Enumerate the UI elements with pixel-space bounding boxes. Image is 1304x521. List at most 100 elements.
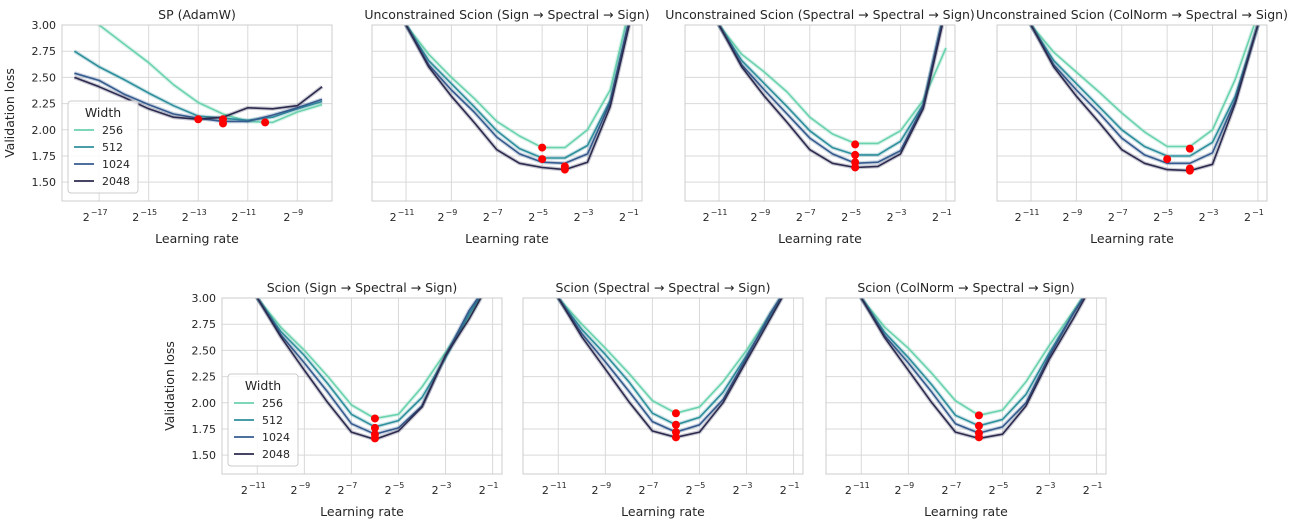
x-axis-label: Learning rate (621, 504, 705, 519)
series-group (1028, 25, 1260, 173)
plot-area (826, 298, 1106, 474)
x-axis-label: Learning rate (1090, 231, 1174, 246)
y-tick-label: 2.75 (192, 318, 217, 331)
x-axis-label: Learning rate (465, 231, 549, 246)
legend-box (67, 100, 139, 194)
series-line-512 (1030, 25, 1259, 157)
y-tick-label: 2.25 (32, 98, 57, 111)
optimum-marker-2048 (671, 433, 680, 442)
axes-frame (684, 24, 956, 202)
optimum-marker-2048 (851, 163, 860, 172)
legend: Width 256 512 1024 2048 (227, 373, 299, 467)
legend-label-256: 256 (102, 124, 123, 137)
x-tick-label: 2−3 (432, 481, 452, 497)
legend-label-1024: 1024 (102, 158, 130, 171)
series-line-1024 (1030, 25, 1259, 165)
panel-title: Scion (Spectral → Spectral → Sign) (556, 280, 771, 295)
x-tick-label: 2−5 (989, 481, 1009, 497)
panel-title: Unconstrained Scion (Spectral → Spectral… (665, 7, 975, 22)
x-tick-label: 2−3 (1036, 481, 1056, 497)
panel-3: Unconstrained Scion (Spectral → Spectral… (665, 7, 975, 246)
x-axis-label: Learning rate (924, 504, 1008, 519)
x-tick-label: 2−7 (942, 481, 962, 497)
optimum-marker-512 (671, 420, 680, 429)
x-tick-label: 2−1 (780, 481, 800, 497)
optimum-marker-2048 (1185, 166, 1194, 175)
x-tick-label: 2−7 (639, 481, 659, 497)
x-axis-label: Learning rate (320, 504, 404, 519)
x-tick-label: 2−7 (796, 208, 816, 224)
x-tick-label: 2−11 (542, 481, 567, 497)
optimum-marker-256 (370, 414, 379, 423)
y-tick-label: 2.75 (32, 45, 57, 58)
x-tick-label: 2−11 (703, 208, 728, 224)
x-tick-label: 2−1 (1244, 208, 1264, 224)
x-tick-label: 2−9 (283, 208, 303, 224)
x-tick-label: 2−11 (231, 208, 256, 224)
x-tick-label: 2−7 (1108, 208, 1128, 224)
plot-area (997, 25, 1267, 201)
x-tick-label: 2−5 (841, 208, 861, 224)
optimum-marker-512 (538, 155, 547, 164)
legend-title: Width (85, 105, 121, 120)
y-tick-label: 2.50 (192, 344, 217, 357)
optimum-marker-256 (261, 118, 270, 127)
series-group (716, 25, 948, 170)
x-tick-label: 2−13 (182, 208, 207, 224)
panel-5: Scion (Sign → Spectral → Sign) 2−11 2−9 2−7… (162, 280, 503, 519)
optimum-marker-256 (538, 143, 547, 152)
series-line-2048 (718, 25, 944, 169)
x-tick-label: 2−3 (733, 481, 753, 497)
y-tick-label: 2.00 (192, 397, 217, 410)
series-group (254, 298, 484, 442)
series-line-2048 (256, 298, 482, 441)
x-tick-label: 2−1 (619, 208, 639, 224)
legend-label-512: 512 (102, 141, 123, 154)
series-line-1024 (557, 298, 782, 433)
legend-label-1024: 1024 (262, 431, 290, 444)
x-tick-label: 2−11 (845, 481, 870, 497)
series-line-256 (1030, 25, 1256, 148)
y-tick-label: 1.50 (192, 449, 217, 462)
optimum-marker-512 (974, 421, 983, 430)
legend-label-2048: 2048 (262, 448, 290, 461)
y-tick-label: 1.75 (32, 150, 57, 163)
panel-title: Scion (ColNorm → Spectral → Sign) (857, 280, 1074, 295)
x-tick-label: 2−3 (574, 208, 594, 224)
series-line-512 (405, 25, 629, 159)
series-line-2048 (1030, 25, 1259, 172)
optimum-marker-2048 (370, 434, 379, 443)
optimum-marker-2048 (560, 165, 569, 174)
series-line-256 (557, 298, 782, 415)
legend-label-256: 256 (262, 397, 283, 410)
legend: Width 256 512 1024 2048 (67, 100, 139, 194)
series-group (403, 25, 632, 172)
panel-title: Unconstrained Scion (ColNorm → Spectral … (976, 7, 1288, 22)
x-tick-label: 2−1 (479, 481, 499, 497)
legend-label-2048: 2048 (102, 175, 130, 188)
optimum-marker-2048 (974, 433, 983, 442)
axes-frame (371, 24, 643, 202)
plot-area (685, 25, 955, 201)
x-tick-label: 2−5 (686, 481, 706, 497)
series-group (858, 298, 1088, 441)
axes-frame (825, 297, 1107, 475)
series-line-1024 (860, 298, 1085, 434)
x-tick-label: 2−11 (390, 208, 415, 224)
x-tick-label: 2−5 (1153, 208, 1173, 224)
x-tick-label: 2−9 (1063, 208, 1083, 224)
series-line-2048 (405, 25, 631, 171)
x-tick-label: 2−1 (1083, 481, 1103, 497)
axes-frame (522, 297, 804, 475)
x-tick-label: 2−3 (887, 208, 907, 224)
panel-title: SP (AdamW) (158, 7, 236, 22)
x-tick-label: 2−1 (932, 208, 952, 224)
optimum-marker-512 (370, 423, 379, 432)
panel-2: Unconstrained Scion (Sign → Spectral → S… (364, 7, 649, 246)
panel-title: Scion (Sign → Spectral → Sign) (267, 280, 458, 295)
x-tick-label: 2−5 (528, 208, 548, 224)
y-axis-label: Validation loss (162, 341, 177, 431)
series-line-1024 (718, 25, 943, 165)
panel-1: SP (AdamW) 2−17 2−15 2−13 2−11 2−9 Learning ra… (2, 7, 333, 246)
